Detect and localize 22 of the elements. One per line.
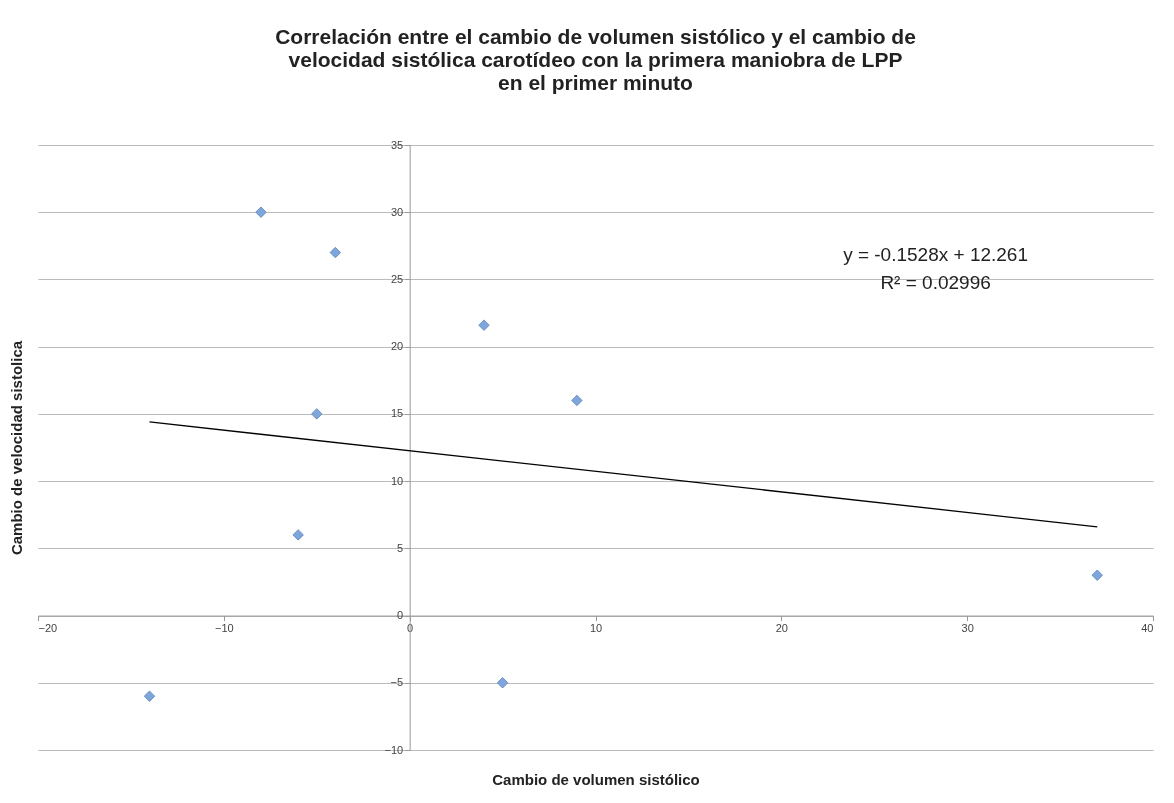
y-tick-label: 0	[397, 609, 404, 622]
annotation: y = -0.1528x + 12.261	[843, 244, 1029, 265]
chart-title: Correlación entre el cambio de volumen sistólico y el cambio de velocidad sistólica carotídeo con la primera maniobra de LPP en el primer minuto	[275, 25, 916, 94]
y-tick-label: 15	[390, 407, 404, 420]
y-tick-label: 35	[390, 138, 404, 151]
y-tick-label: 30	[390, 205, 404, 218]
x-axis-title: Cambio de volumen sistólico	[492, 770, 700, 788]
x-tick-label: 40	[1141, 622, 1154, 635]
y-axis-title: Cambio de velocidad sistolica	[7, 340, 25, 556]
x-tick-label: 20	[775, 622, 788, 635]
y-tick-label: −5	[390, 676, 404, 689]
y-tick-label: −10	[384, 743, 404, 756]
x-tick-label: −20	[38, 622, 58, 635]
x-tick-label: −10	[215, 622, 234, 635]
y-tick-label: 20	[390, 340, 404, 353]
x-tick-label: 10	[589, 622, 603, 635]
x-tick-label: 30	[961, 622, 974, 635]
x-tick-label: 0	[407, 622, 414, 635]
annotation: R² = 0.02996	[880, 272, 991, 293]
y-tick-label: 25	[390, 272, 404, 285]
y-tick-label: 5	[397, 541, 404, 554]
y-tick-label: 10	[390, 474, 404, 487]
